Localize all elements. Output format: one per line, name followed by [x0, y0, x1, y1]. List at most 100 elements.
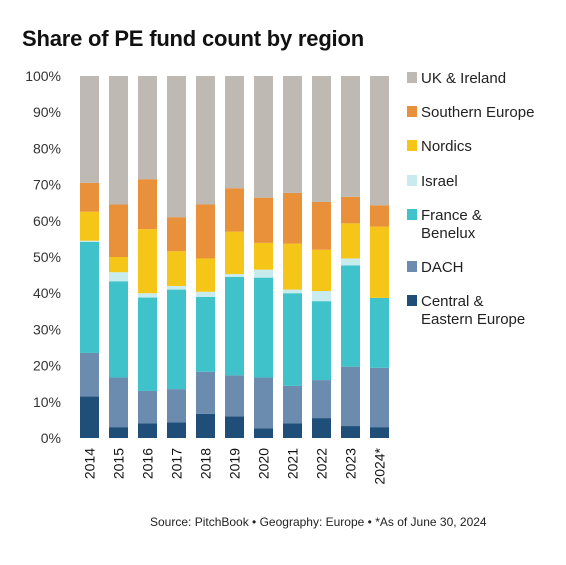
bar-segment — [370, 427, 389, 438]
y-tick-label: 40% — [33, 285, 61, 301]
bar-segment — [225, 274, 244, 277]
bar-segment — [138, 179, 157, 230]
y-tick-label: 10% — [33, 394, 61, 410]
bar-segment — [196, 204, 215, 259]
legend-swatch — [407, 295, 417, 306]
bar-segment — [254, 377, 273, 429]
y-tick-label: 70% — [33, 177, 61, 193]
bar-segment — [109, 272, 128, 282]
bar-segment — [196, 296, 215, 372]
bar-segment — [138, 76, 157, 180]
bar-segment — [80, 352, 99, 397]
bar-segment — [109, 281, 128, 378]
legend-label: Central & Eastern Europe — [421, 293, 525, 328]
chart-title: Share of PE fund count by region — [22, 26, 364, 51]
bar-segment — [254, 277, 273, 378]
bar-segment — [341, 258, 360, 266]
bar-segment — [167, 76, 186, 218]
x-tick-label: 2017 — [169, 448, 185, 479]
y-tick-label: 30% — [33, 321, 61, 337]
bar-segment — [341, 366, 360, 427]
y-tick-label: 80% — [33, 140, 61, 156]
x-tick-label: 2016 — [140, 448, 156, 479]
bar-segment — [225, 276, 244, 376]
bar-segment — [167, 251, 186, 286]
bar-segment — [341, 426, 360, 438]
bar-segment — [80, 76, 99, 183]
x-tick-label: 2018 — [198, 448, 214, 479]
bar-segment — [109, 76, 128, 205]
legend-label: UK & Ireland — [421, 70, 506, 87]
bar-segment — [167, 285, 186, 290]
bar-segment — [109, 377, 128, 428]
bar-segment — [167, 289, 186, 390]
bar-segment — [370, 297, 389, 368]
bar-segment — [196, 413, 215, 438]
bar-segment — [167, 422, 186, 438]
bar-segment — [225, 188, 244, 232]
legend-swatch — [407, 175, 417, 186]
bar-segment — [370, 76, 389, 206]
bar-segment — [109, 257, 128, 273]
bar-segment — [196, 371, 215, 414]
bar-segment — [312, 201, 331, 250]
bar-segment — [370, 367, 389, 428]
bar-segment — [312, 249, 331, 292]
bar-segment — [254, 76, 273, 198]
legend-swatch — [407, 261, 417, 272]
bar-segment — [283, 289, 302, 294]
bar-segment — [138, 229, 157, 294]
bar-segment — [370, 205, 389, 227]
bar-segment — [312, 418, 331, 438]
legend-swatch — [407, 209, 417, 220]
bar-segment — [341, 223, 360, 259]
legend-swatch — [407, 106, 417, 117]
y-tick-label: 50% — [33, 249, 61, 265]
legend-label: France & Benelux — [421, 207, 482, 242]
bar-segment — [254, 428, 273, 438]
bar-segment — [312, 380, 331, 419]
legend-label: DACH — [421, 259, 464, 276]
bar-segment — [138, 423, 157, 438]
x-tick-label: 2022 — [314, 448, 330, 479]
legend-label: Israel — [421, 173, 458, 190]
legend-label: Nordics — [421, 138, 472, 155]
bar-segment — [196, 76, 215, 205]
x-tick-label: 2014 — [82, 448, 98, 479]
bar-segment — [312, 301, 331, 381]
bar-segment — [254, 242, 273, 270]
bars-group — [80, 76, 389, 438]
bar-segment — [225, 231, 244, 275]
y-tick-label: 20% — [33, 358, 61, 374]
legend-label: Southern Europe — [421, 104, 534, 121]
bar-segment — [80, 182, 99, 212]
bar-segment — [283, 76, 302, 193]
bar-segment — [341, 76, 360, 197]
bar-segment — [80, 396, 99, 438]
bar-segment — [167, 217, 186, 252]
x-tick-label: 2023 — [343, 448, 359, 479]
legend-swatch — [407, 72, 417, 83]
bar-segment — [312, 291, 331, 302]
x-tick-label: 2015 — [111, 448, 127, 479]
bar-segment — [109, 427, 128, 438]
y-axis: 0% 10% 20% 30% 40% 50% 60% 70% 80% 90% 100% — [25, 68, 61, 446]
x-tick-label: 2021 — [285, 448, 301, 479]
bar-segment — [80, 240, 99, 242]
bar-segment — [109, 204, 128, 257]
y-tick-label: 60% — [33, 213, 61, 229]
bar-segment — [138, 390, 157, 424]
bar-segment — [254, 269, 273, 278]
bar-segment — [138, 293, 157, 298]
bar-segment — [341, 196, 360, 224]
bar-segment — [283, 423, 302, 438]
y-tick-label: 100% — [25, 68, 61, 84]
bar-segment — [80, 211, 99, 241]
source-note: Source: PitchBook • Geography: Europe • … — [150, 515, 487, 529]
bar-segment — [283, 192, 302, 244]
x-tick-label: 2020 — [256, 448, 272, 479]
x-tick-label: 2019 — [227, 448, 243, 479]
bar-segment — [341, 265, 360, 367]
bar-segment — [283, 293, 302, 386]
